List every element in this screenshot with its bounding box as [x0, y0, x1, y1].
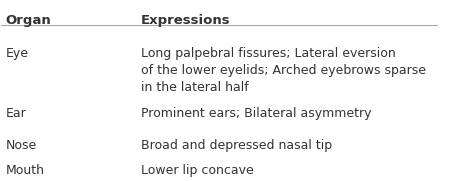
Text: Lower lip concave: Lower lip concave [141, 164, 254, 177]
Text: Prominent ears; Bilateral asymmetry: Prominent ears; Bilateral asymmetry [141, 107, 372, 120]
Text: Organ: Organ [6, 14, 52, 27]
Text: Eye: Eye [6, 47, 29, 60]
Text: Expressions: Expressions [141, 14, 230, 27]
Text: Mouth: Mouth [6, 164, 45, 177]
Text: Ear: Ear [6, 107, 27, 120]
Text: Nose: Nose [6, 139, 37, 152]
Text: Long palpebral fissures; Lateral eversion
of the lower eyelids; Arched eyebrows : Long palpebral fissures; Lateral eversio… [141, 47, 426, 94]
Text: Broad and depressed nasal tip: Broad and depressed nasal tip [141, 139, 332, 152]
